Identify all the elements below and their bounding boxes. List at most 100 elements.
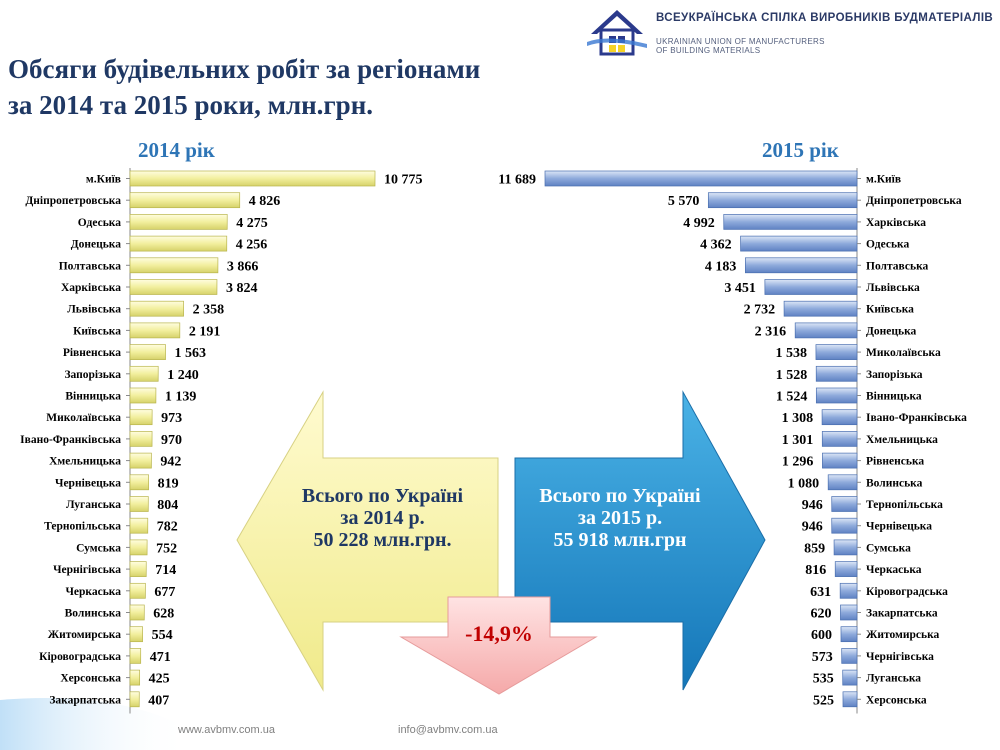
bar-2015-13 bbox=[822, 452, 858, 469]
data-label-2015-17: 859 bbox=[804, 541, 825, 556]
bar-2015-1 bbox=[707, 192, 858, 209]
chart-2015-title: 2015 рік bbox=[762, 138, 839, 162]
category-label-2015-5: Львівська bbox=[866, 282, 920, 294]
bar-2014-18 bbox=[129, 561, 147, 577]
category-label-2015-10: Вінницька bbox=[866, 391, 922, 403]
bar-2015-7 bbox=[794, 322, 858, 339]
data-label-2014-17: 752 bbox=[156, 541, 177, 556]
total-2015-line2: за 2015 р. bbox=[577, 507, 663, 529]
page-title-line1: Обсяги будівельних робіт за регіонами bbox=[8, 54, 481, 84]
bar-2014-16 bbox=[129, 517, 149, 534]
org-name-en-line2: OF BUILDING MATERIALS bbox=[656, 46, 761, 55]
data-label-2014-8: 1 563 bbox=[175, 346, 207, 361]
data-label-2015-13: 1 296 bbox=[782, 455, 814, 470]
category-label-2015-17: Сумська bbox=[866, 542, 911, 554]
data-label-2015-7: 2 316 bbox=[755, 324, 787, 339]
change-percent: -14,9% bbox=[465, 621, 533, 646]
category-label-2014-20: Волинська bbox=[65, 608, 122, 620]
data-label-2015-18: 816 bbox=[805, 563, 826, 578]
data-label-2015-0: 11 689 bbox=[498, 173, 536, 188]
category-label-2014-19: Черкаська bbox=[65, 586, 121, 598]
data-label-2014-9: 1 240 bbox=[167, 368, 199, 383]
org-name-en-line1: UKRAINIAN UNION OF MANUFACTURERS bbox=[656, 37, 825, 46]
total-2014-line3: 50 228 млн.грн. bbox=[313, 529, 452, 551]
category-label-2014-11: Миколаївська bbox=[46, 412, 121, 424]
chart-2014-title: 2014 рік bbox=[138, 138, 215, 162]
category-label-2015-23: Луганська bbox=[866, 673, 921, 685]
category-label-2015-16: Чернівецька bbox=[866, 521, 932, 533]
bar-2014-11 bbox=[129, 409, 153, 426]
data-label-2014-10: 1 139 bbox=[165, 390, 197, 405]
bar-2015-24 bbox=[842, 691, 858, 708]
data-label-2014-5: 3 824 bbox=[226, 281, 257, 296]
data-label-2015-1: 5 570 bbox=[668, 194, 700, 209]
bar-2014-0 bbox=[129, 170, 376, 187]
category-label-2014-12: Івано-Франківська bbox=[20, 434, 121, 446]
bar-2015-2 bbox=[723, 214, 858, 230]
category-label-2015-22: Чернігівська bbox=[866, 651, 934, 663]
bar-2015-10 bbox=[815, 387, 858, 404]
category-label-2014-18: Чернігівська bbox=[53, 564, 121, 576]
data-label-2015-12: 1 301 bbox=[782, 433, 814, 448]
category-label-2015-13: Рівненська bbox=[866, 456, 924, 468]
bar-2014-14 bbox=[129, 474, 149, 491]
total-2014-text: Всього по Україні за 2014 р. 50 228 млн.… bbox=[270, 485, 495, 551]
bar-2014-17 bbox=[129, 539, 148, 556]
total-2014-line2: за 2014 р. bbox=[340, 507, 425, 529]
data-label-2015-8: 1 538 bbox=[775, 346, 807, 361]
page-title-line2: за 2014 та 2015 роки, млн.грн. bbox=[8, 90, 374, 120]
category-label-2014-13: Хмельницька bbox=[49, 456, 121, 468]
data-label-2015-6: 2 732 bbox=[744, 303, 776, 318]
org-name-ua: ВСЕУКРАЇНСЬКА СПІЛКА ВИРОБНИКІВ БУДМАТЕР… bbox=[656, 12, 994, 24]
data-label-2014-24: 407 bbox=[148, 693, 169, 708]
category-label-2015-18: Черкаська bbox=[866, 564, 922, 576]
bar-2015-17 bbox=[833, 539, 858, 556]
category-label-2014-0: м.Київ bbox=[86, 174, 121, 186]
bar-2015-21 bbox=[840, 626, 858, 643]
data-label-2014-16: 782 bbox=[157, 520, 178, 535]
category-label-2014-5: Харківська bbox=[61, 282, 121, 294]
category-label-2014-14: Чернівецька bbox=[55, 477, 121, 489]
category-label-2014-16: Тернопільська bbox=[44, 521, 121, 533]
bar-2014-3 bbox=[129, 235, 228, 252]
bar-2014-1 bbox=[129, 192, 241, 209]
data-label-2014-1: 4 826 bbox=[249, 194, 281, 209]
category-label-2015-3: Одеська bbox=[866, 239, 909, 251]
category-label-2015-20: Закарпатська bbox=[866, 608, 938, 620]
data-label-2015-2: 4 992 bbox=[683, 216, 715, 231]
total-2015-line3: 55 918 млн.грн bbox=[553, 529, 687, 551]
data-label-2015-9: 1 528 bbox=[776, 368, 808, 383]
category-label-2015-15: Тернопільська bbox=[866, 499, 943, 511]
bar-2015-0 bbox=[544, 170, 858, 187]
data-label-2015-24: 525 bbox=[813, 693, 834, 708]
category-label-2015-8: Миколаївська bbox=[866, 347, 941, 359]
category-label-2014-21: Житомирська bbox=[48, 629, 122, 641]
bar-2015-6 bbox=[783, 300, 858, 317]
data-label-2014-12: 970 bbox=[161, 433, 182, 448]
category-label-2015-12: Хмельницька bbox=[866, 434, 938, 446]
data-label-2015-20: 620 bbox=[810, 607, 831, 622]
bar-2014-8 bbox=[129, 344, 166, 360]
data-label-2014-20: 628 bbox=[153, 607, 174, 622]
data-label-2015-10: 1 524 bbox=[776, 390, 808, 405]
category-label-2015-6: Київська bbox=[866, 304, 914, 316]
category-label-2014-1: Дніпропетровська bbox=[25, 195, 121, 207]
data-label-2014-7: 2 191 bbox=[189, 324, 221, 339]
category-label-2014-7: Київська bbox=[73, 325, 121, 337]
data-label-2014-15: 804 bbox=[157, 498, 178, 513]
data-label-2015-11: 1 308 bbox=[782, 411, 814, 426]
category-label-2015-24: Херсонська bbox=[866, 694, 927, 706]
data-label-2015-19: 631 bbox=[810, 585, 831, 600]
bar-2014-10 bbox=[129, 387, 157, 404]
category-label-2015-1: Дніпропетровська bbox=[866, 195, 962, 207]
bar-2015-5 bbox=[764, 279, 858, 295]
category-label-2014-3: Донецька bbox=[71, 239, 122, 251]
category-label-2014-22: Кіровоградська bbox=[39, 651, 121, 663]
category-label-2014-8: Рівненська bbox=[63, 347, 121, 359]
category-label-2015-4: Полтавська bbox=[866, 260, 929, 272]
bar-2015-22 bbox=[841, 648, 858, 664]
data-label-2014-18: 714 bbox=[155, 563, 176, 578]
total-2015-line1: Всього по Україні bbox=[539, 485, 701, 507]
category-label-2014-2: Одеська bbox=[78, 217, 121, 229]
